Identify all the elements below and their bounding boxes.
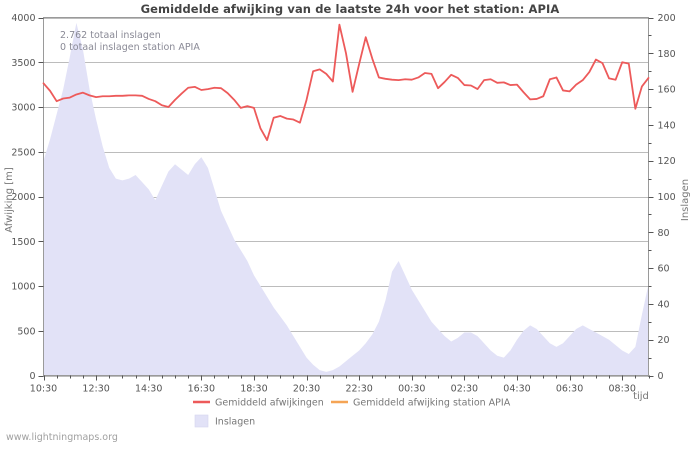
y2-tick-label: 60 xyxy=(658,264,670,275)
y2-tick-label: 80 xyxy=(658,228,670,239)
y-tick-label: 0 xyxy=(29,371,35,382)
strikes-area-path xyxy=(43,22,649,376)
x-tick-label: 18:30 xyxy=(240,384,267,395)
chart-legend: Gemiddeld afwijkingen Gemiddeld afwijking… xyxy=(193,398,511,428)
y-tick-label: 2000 xyxy=(11,192,35,203)
annotation-station-strikes: 0 totaal inslagen station APIA xyxy=(60,42,200,53)
footer-watermark: www.lightningmaps.org xyxy=(6,432,118,443)
y2-tick-label: 40 xyxy=(658,299,670,310)
y-axis-title: Afwijking [m] xyxy=(4,167,15,233)
y2-tick-label: 0 xyxy=(658,371,664,382)
y2-tick-label: 160 xyxy=(658,85,676,96)
y-tick-label: 3000 xyxy=(11,103,35,114)
x-tick-label: 14:30 xyxy=(135,384,162,395)
y-tick-label: 500 xyxy=(17,326,35,337)
y2-tick-label: 20 xyxy=(658,335,670,346)
x-tick-label: 10:30 xyxy=(30,384,57,395)
annotation-total-strikes: 2.762 totaal inslagen xyxy=(60,30,161,41)
y-axis-tick-labels: 0 500 1000 1500 2000 2500 3000 3500 4000 xyxy=(11,13,35,382)
y-tick-label: 2500 xyxy=(11,147,35,158)
axes xyxy=(43,17,649,376)
y2-tick-label: 180 xyxy=(658,49,676,60)
deviation-line-path xyxy=(42,23,650,142)
x-tick-label: 04:30 xyxy=(503,384,530,395)
y2-axis-title: Inslagen xyxy=(680,179,691,221)
legend-item[interactable]: Gemiddeld afwijkingen xyxy=(193,398,324,409)
y2-tick-label: 120 xyxy=(658,156,676,167)
y2-tick-label: 140 xyxy=(658,120,676,131)
y-tick-label: 1500 xyxy=(11,237,35,248)
y2-axis-tick-labels: 0 20 40 60 80 100 120 140 160 180 200 xyxy=(658,13,676,382)
y-tick-label: 3500 xyxy=(11,58,35,69)
y2-tick-label: 200 xyxy=(658,13,676,24)
x-tick-label: 00:30 xyxy=(398,384,425,395)
chart-title: Gemiddelde afwijking van de laatste 24h … xyxy=(140,2,560,16)
y-tick-label: 4000 xyxy=(11,13,35,24)
legend-label: Gemiddeld afwijking station APIA xyxy=(353,398,511,409)
legend-item[interactable]: Inslagen xyxy=(194,414,255,428)
legend-item[interactable]: Gemiddeld afwijking station APIA xyxy=(331,398,511,409)
deviation-line-series xyxy=(42,23,650,142)
legend-label: Inslagen xyxy=(215,417,255,428)
y2-tick-label: 100 xyxy=(658,192,676,203)
axis-ticks xyxy=(38,18,654,381)
y-tick-label: 1000 xyxy=(11,282,35,293)
x-tick-label: 08:30 xyxy=(609,384,636,395)
x-tick-label: 02:30 xyxy=(451,384,478,395)
x-axis-tick-labels: 10:30 12:30 14:30 16:30 18:30 20:30 22:30 00:30… xyxy=(30,384,636,395)
x-tick-label: 22:30 xyxy=(345,384,372,395)
x-tick-label: 06:30 xyxy=(556,384,583,395)
x-axis-title: tijd xyxy=(633,391,649,402)
legend-label: Gemiddeld afwijkingen xyxy=(215,398,324,409)
strikes-area-series xyxy=(43,22,649,376)
x-tick-label: 12:30 xyxy=(82,384,109,395)
x-tick-label: 16:30 xyxy=(188,384,215,395)
x-tick-label: 20:30 xyxy=(293,384,320,395)
